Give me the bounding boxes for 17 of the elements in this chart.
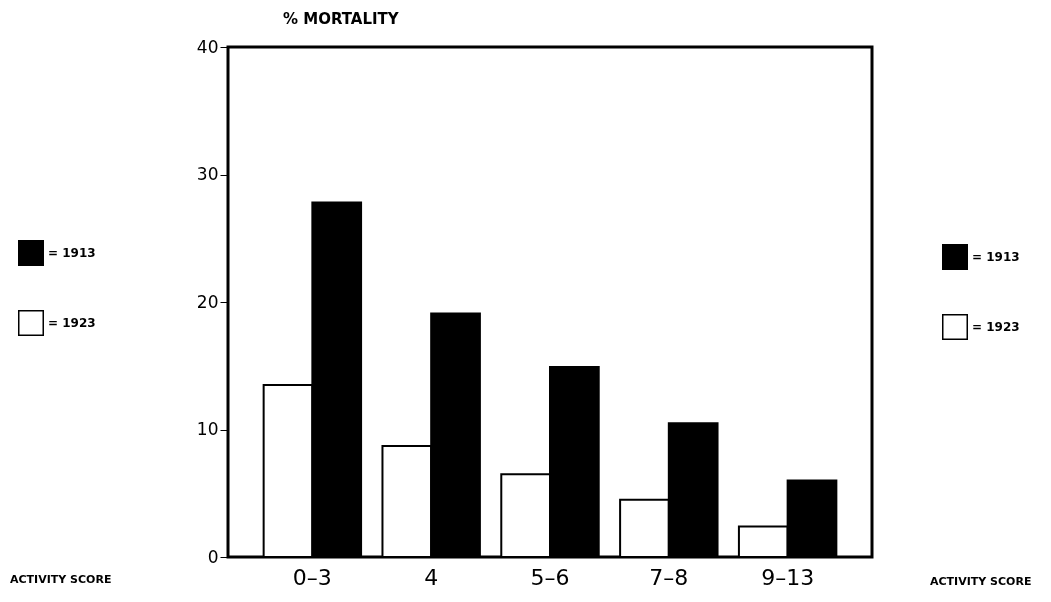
legend-label: = 1913 bbox=[972, 250, 1020, 264]
y-tick-label: 30 bbox=[196, 164, 219, 184]
x-tick-label: 4 bbox=[424, 564, 439, 590]
text: ACTIVITY SCORE bbox=[930, 575, 1032, 588]
text: ACTIVITY SCORE bbox=[10, 573, 112, 586]
text: = 1923 bbox=[972, 320, 1020, 334]
legend-label: = 1923 bbox=[48, 316, 96, 330]
x-tick-label: 9–13 bbox=[761, 564, 815, 590]
x-tick-label: 7–8 bbox=[649, 564, 689, 590]
y-tick-label: 40 bbox=[196, 36, 219, 57]
text: = 1913 bbox=[48, 246, 96, 260]
x-tick-label: 0–3 bbox=[292, 564, 332, 590]
y-axis-title: % MORTALITY bbox=[283, 10, 400, 28]
x-tick-label: 5–6 bbox=[530, 564, 570, 590]
y-tick-label: 20 bbox=[196, 291, 219, 312]
y-tick-label: 10 bbox=[196, 419, 219, 439]
y-tick-label: 0 bbox=[207, 546, 219, 567]
